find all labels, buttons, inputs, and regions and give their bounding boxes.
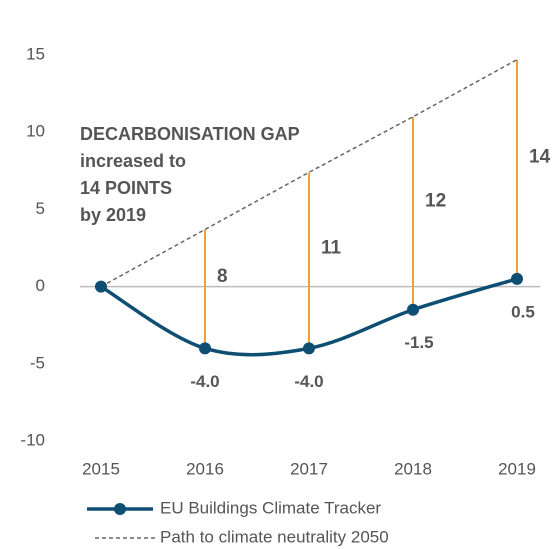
gap-label: 11 (321, 237, 342, 258)
value-label: 0.5 (511, 302, 535, 321)
tracker-point (407, 303, 419, 316)
gap-label: 8 (217, 266, 228, 287)
path-line (100, 58, 518, 288)
legend-label: EU Buildings Climate Tracker (160, 498, 381, 517)
x-tick-label: 2018 (394, 459, 432, 478)
y-tick-label: 5 (36, 199, 45, 218)
y-tick-label: -10 (20, 430, 45, 449)
legend-label: Path to climate neutrality 2050 (160, 527, 389, 546)
gap-label: 14 (529, 146, 551, 167)
gap-label: 12 (425, 190, 446, 211)
x-tick-label: 2016 (186, 459, 224, 478)
x-tick-label: 2015 (82, 459, 120, 478)
annotation: increased to (80, 151, 186, 171)
legend-marker (114, 503, 126, 515)
y-tick-label: 0 (36, 276, 45, 295)
value-label: -4.0 (294, 372, 323, 391)
tracker-point (95, 280, 107, 293)
x-tick-label: 2019 (498, 459, 536, 478)
annotation: DECARBONISATION GAP (80, 124, 300, 144)
annotation: 14 POINTS (80, 178, 172, 198)
tracker-point (303, 342, 315, 355)
annotation: by 2019 (80, 205, 146, 225)
value-label: -4.0 (190, 372, 219, 391)
y-tick-label: 15 (26, 44, 45, 63)
y-tick-label: 10 (26, 122, 45, 141)
x-tick-label: 2017 (290, 459, 328, 478)
value-label: -1.5 (404, 333, 433, 352)
tracker-point (511, 272, 523, 285)
tracker-point (199, 342, 211, 355)
y-tick-label: -5 (30, 353, 45, 372)
